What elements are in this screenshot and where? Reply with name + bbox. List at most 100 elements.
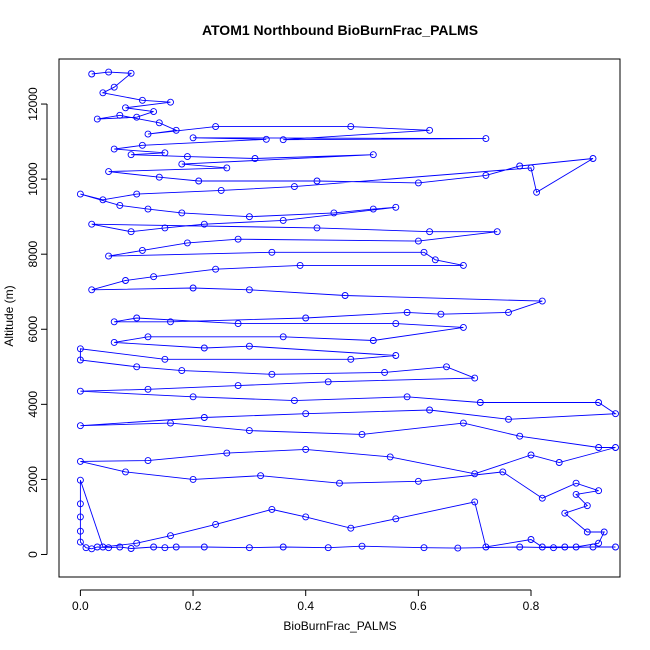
data-point — [234, 320, 242, 328]
data-point — [127, 69, 135, 77]
data-point — [133, 314, 141, 322]
data-point — [138, 96, 146, 104]
data-point — [76, 538, 84, 546]
data-point — [324, 378, 332, 386]
data-point — [189, 393, 197, 401]
data-point — [76, 457, 84, 465]
data-point — [245, 427, 253, 435]
data-point — [262, 135, 270, 143]
data-point — [167, 419, 174, 427]
data-point — [369, 151, 377, 159]
data-point — [76, 527, 84, 535]
data-point — [414, 237, 422, 245]
data-point — [381, 368, 389, 376]
x-tick-label: 0.8 — [523, 599, 540, 613]
data-point — [369, 337, 377, 344]
data-point — [138, 141, 146, 149]
data-point — [172, 543, 180, 551]
y-tick-label: 4000 — [26, 391, 40, 418]
data-point — [302, 314, 310, 322]
x-tick-label: 0.6 — [410, 599, 427, 613]
data-point — [516, 162, 524, 170]
chart-title: ATOM1 Northbound BioBurnFrac_PALMS — [202, 22, 478, 38]
data-point — [302, 513, 310, 521]
data-point — [245, 544, 253, 552]
data-point — [76, 356, 84, 364]
data-point — [538, 494, 546, 502]
data-point — [110, 318, 118, 326]
data-point — [516, 543, 524, 551]
data-point — [223, 164, 231, 172]
data-point — [200, 220, 208, 228]
data-point — [324, 544, 332, 552]
data-point — [414, 179, 422, 187]
data-point — [476, 399, 484, 406]
data-point — [105, 168, 113, 176]
data-point — [110, 145, 118, 153]
data-point — [533, 188, 541, 196]
data-point — [183, 239, 191, 247]
data-point — [482, 543, 490, 551]
data-point — [76, 500, 84, 508]
data-point — [279, 136, 287, 144]
data-point — [555, 459, 563, 466]
data-point — [122, 277, 129, 284]
data-point — [178, 367, 186, 375]
data-point — [195, 177, 203, 185]
data-point — [133, 539, 141, 547]
data-point — [290, 183, 298, 191]
y-tick-label: 8000 — [26, 241, 40, 268]
x-axis-label: BioBurnFrac_PALMS — [283, 619, 396, 633]
data-point — [612, 543, 619, 551]
data-point — [459, 419, 467, 427]
data-point — [245, 342, 253, 350]
data-point — [144, 457, 152, 465]
data-point — [167, 98, 174, 106]
data-point — [516, 432, 524, 440]
data-point — [122, 468, 129, 476]
data-point — [116, 111, 124, 119]
data-point — [499, 468, 507, 476]
data-point — [505, 415, 512, 423]
data-point — [538, 543, 546, 551]
data-point — [161, 355, 169, 363]
x-tick-label: 0.4 — [297, 599, 314, 613]
data-point — [279, 216, 287, 224]
data-point — [459, 261, 467, 269]
x-tick-label: 0.2 — [185, 599, 202, 613]
data-point — [313, 177, 321, 185]
data-point — [471, 470, 479, 478]
series-line — [79, 71, 617, 550]
data-point — [595, 399, 603, 406]
data-point — [212, 123, 220, 131]
data-point — [76, 476, 84, 484]
data-point — [93, 115, 101, 123]
data-point — [403, 393, 411, 401]
y-tick-label: 6000 — [26, 316, 40, 343]
data-point — [251, 155, 259, 162]
data-point — [572, 490, 580, 498]
data-point — [392, 320, 400, 328]
data-point — [105, 252, 113, 260]
data-point — [358, 430, 366, 438]
data-point — [144, 205, 152, 213]
data-point — [161, 149, 169, 157]
data-point — [155, 119, 163, 127]
data-point — [155, 173, 163, 181]
data-point — [426, 228, 434, 236]
data-point — [369, 205, 377, 213]
data-point — [347, 524, 355, 532]
data-point — [561, 509, 569, 517]
data-point — [527, 164, 535, 172]
data-point — [493, 228, 501, 236]
data-point — [127, 151, 135, 159]
data-point — [443, 363, 450, 371]
data-point — [279, 543, 287, 551]
data-point — [482, 171, 490, 179]
data-point — [76, 387, 84, 395]
data-point — [178, 160, 186, 168]
data-point — [336, 479, 343, 487]
axes-group: 0.0 0.2 0.4 0.6 0.8 0 2000 4000 6000 8000 10000 120… — [26, 87, 540, 613]
data-point — [612, 444, 619, 451]
data-point — [572, 479, 580, 487]
